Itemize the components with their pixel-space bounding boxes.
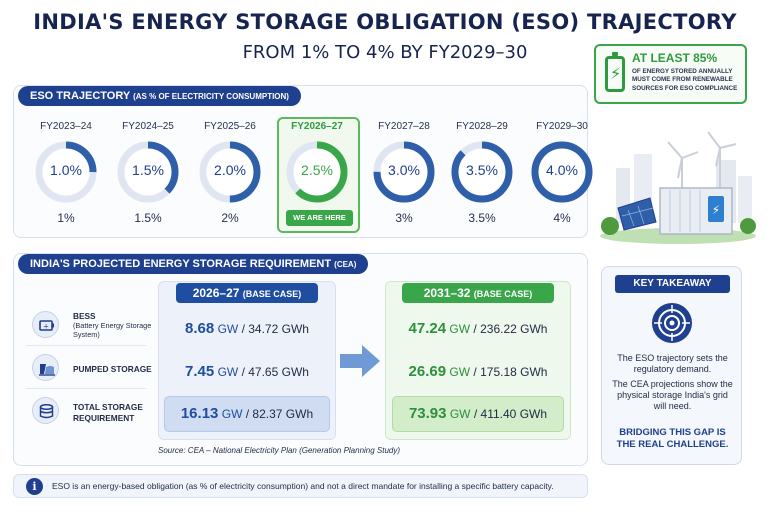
storage-illustration-icon: ⚡ <box>600 131 756 244</box>
ring-fill <box>373 141 435 203</box>
gw-unit: GW <box>449 365 471 379</box>
ring-percent: 3.0% <box>388 162 420 178</box>
gw-value: 47.24 <box>408 320 447 337</box>
gwh-value: 82.37 <box>252 407 283 421</box>
bess-label: BESS (Battery Energy Storage System) <box>73 311 152 339</box>
eso-ring: 4.0% <box>530 140 594 204</box>
column-header-2026: 2026–27 (BASE CASE) <box>176 283 318 303</box>
takeaway-paragraph-1: The ESO trajectory sets the regulatory d… <box>617 353 728 374</box>
page-title: INDIA'S ENERGY STORAGE OBLIGATION (ESO) … <box>33 10 737 34</box>
gwh-unit: GWh <box>519 407 548 421</box>
source-note: Source: CEA – National Electricity Plan … <box>158 446 401 455</box>
eso-ring: 3.0% <box>372 140 436 204</box>
eso-percent-label: 3% <box>395 211 413 225</box>
eso-percent-label: 1% <box>57 211 75 225</box>
storage-value: 16.13 GW / 82.37 GWh <box>180 405 314 422</box>
svg-text:⚡: ⚡ <box>712 203 720 217</box>
callout-headline: AT LEAST 85% <box>632 51 718 65</box>
renewable-callout: ⚡ AT LEAST 85% OF ENERGY STORED ANNUALLY… <box>594 44 747 104</box>
callout-text: OF ENERGY STORED ANNUALLY MUST COME FROM… <box>632 68 738 92</box>
gw-value: 73.93 <box>408 405 447 422</box>
gwh-unit: GWh <box>285 407 314 421</box>
page-subtitle: FROM 1% TO 4% BY FY2029–30 <box>242 42 528 63</box>
gw-unit: GW <box>449 407 471 421</box>
eso-ring: 2.5% <box>285 140 349 204</box>
gw-value: 7.45 <box>185 363 215 380</box>
svg-text:+: + <box>43 323 49 331</box>
ring-fill <box>35 141 97 203</box>
target-icon <box>652 303 692 343</box>
ring-percent: 3.5% <box>466 162 498 178</box>
ring-percent: 2.5% <box>301 162 333 178</box>
gwh-unit: GWh <box>281 322 309 336</box>
trajectory-label: ESO TRAJECTORY (AS % OF ELECTRICITY CONS… <box>18 86 301 106</box>
storage-value: 8.68 GW / 34.72 GWh <box>185 320 309 337</box>
year-label: FY2028–29 <box>456 121 508 132</box>
gwh-unit: GWh <box>520 322 548 336</box>
year-label: FY2026–27 <box>291 121 343 132</box>
gwh-value: 175.18 <box>480 365 517 379</box>
gw-value: 26.69 <box>408 363 447 380</box>
ring-fill <box>531 141 593 203</box>
gw-unit: GW <box>221 407 243 421</box>
arrow-right-icon <box>340 345 380 377</box>
eso-ring: 3.5% <box>450 140 514 204</box>
ring-fill <box>117 141 179 203</box>
gwh-unit: GWh <box>520 365 548 379</box>
gw-unit: GW <box>217 322 239 336</box>
eso-ring: 1.5% <box>116 140 180 204</box>
gwh-value: 236.22 <box>480 322 517 336</box>
gwh-unit: GWh <box>281 365 309 379</box>
column-header-2031: 2031–32 (BASE CASE) <box>402 283 554 303</box>
ring-percent: 1.5% <box>132 162 164 178</box>
we-are-here-badge: WE ARE HERE <box>286 210 353 226</box>
requirement-label: INDIA'S PROJECTED ENERGY STORAGE REQUIRE… <box>18 254 369 274</box>
database-icon <box>32 397 59 424</box>
gw-value: 8.68 <box>185 320 215 337</box>
ring-percent: 1.0% <box>50 162 82 178</box>
eso-percent-label: 1.5% <box>134 211 162 225</box>
gw-unit: GW <box>217 365 239 379</box>
gwh-value: 411.40 <box>480 407 517 421</box>
battery-bolt-icon: ⚡ <box>605 52 625 92</box>
gwh-value: 34.72 <box>248 322 279 336</box>
storage-value: 7.45 GW / 47.65 GWh <box>185 363 309 380</box>
takeaway-conclusion: BRIDGING THIS GAP IS THE REAL CHALLENGE. <box>616 427 729 450</box>
ring-fill <box>286 141 348 203</box>
year-label: FY2024–25 <box>122 121 174 132</box>
takeaway-paragraph-2: The CEA projections show the physical st… <box>612 379 733 411</box>
ring-percent: 4.0% <box>546 162 578 178</box>
total-highlight-2026 <box>164 396 330 432</box>
gw-unit: GW <box>449 322 471 336</box>
pumped-storage-label: PUMPED STORAGE <box>73 364 152 374</box>
year-label: FY2025–26 <box>204 121 256 132</box>
storage-value: 26.69 GW / 175.18 GWh <box>408 363 548 380</box>
row-divider <box>26 388 146 389</box>
year-label: FY2027–28 <box>378 121 430 132</box>
gw-value: 16.13 <box>180 405 219 422</box>
eso-percent-label: 3.5% <box>468 211 496 225</box>
footnote-bar: i ESO is an energy-based obligation (as … <box>13 474 588 498</box>
ring-percent: 2.0% <box>214 162 246 178</box>
takeaway-heading: KEY TAKEAWAY <box>615 275 730 293</box>
storage-value: 73.93 GW / 411.40 GWh <box>408 405 548 422</box>
storage-value: 47.24 GW / 236.22 GWh <box>408 320 548 337</box>
year-label: FY2023–24 <box>40 121 92 132</box>
eso-percent-label: 2% <box>221 211 239 225</box>
ring-fill <box>451 141 513 203</box>
total-highlight-2031 <box>392 396 564 432</box>
eso-ring: 1.0% <box>34 140 98 204</box>
footnote-text: ESO is an energy-based obligation (as % … <box>52 481 554 491</box>
gwh-value: 47.65 <box>248 365 279 379</box>
year-label: FY2029–30 <box>536 121 588 132</box>
row-divider <box>26 345 146 346</box>
total-storage-label: TOTAL STORAGE REQUIREMENT <box>73 402 143 423</box>
eso-percent-label: 4% <box>553 211 571 225</box>
info-icon: i <box>26 478 43 495</box>
battery-icon: + <box>32 311 59 338</box>
ring-fill <box>199 141 261 203</box>
dam-icon <box>32 354 59 381</box>
key-takeaway-panel: KEY TAKEAWAY The ESO trajectory sets the… <box>601 266 742 465</box>
eso-ring: 2.0% <box>198 140 262 204</box>
